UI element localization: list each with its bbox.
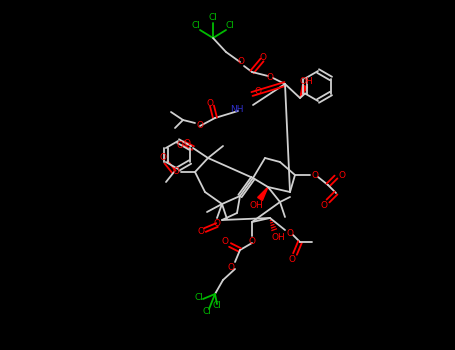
Text: Cl: Cl (202, 308, 212, 316)
Text: O: O (197, 121, 203, 131)
Text: Cl: Cl (226, 21, 234, 29)
Text: Cl: Cl (212, 301, 222, 310)
Text: O: O (287, 229, 293, 238)
Text: O: O (177, 141, 183, 150)
Text: O: O (207, 98, 213, 107)
Text: O: O (183, 139, 191, 147)
Text: OH: OH (299, 77, 313, 86)
Text: OH: OH (271, 233, 285, 243)
Text: O: O (238, 57, 244, 66)
Text: Cl: Cl (208, 14, 217, 22)
Text: O: O (248, 237, 256, 245)
Text: O: O (213, 218, 221, 228)
Text: O: O (339, 170, 345, 180)
Text: O: O (197, 228, 204, 237)
Text: O: O (312, 170, 318, 180)
Text: O: O (172, 168, 180, 176)
Text: Cl: Cl (195, 293, 203, 301)
Text: NH: NH (230, 105, 244, 114)
Text: O: O (259, 52, 267, 62)
Polygon shape (258, 187, 268, 201)
Text: O: O (222, 238, 228, 246)
Text: O: O (228, 262, 234, 272)
Text: O: O (267, 72, 273, 82)
Text: O: O (320, 201, 328, 210)
Text: OH: OH (249, 201, 263, 210)
Polygon shape (300, 85, 308, 98)
Text: Cl: Cl (192, 21, 201, 29)
Text: O: O (288, 256, 295, 265)
Text: O: O (254, 88, 262, 97)
Text: O: O (160, 154, 167, 162)
